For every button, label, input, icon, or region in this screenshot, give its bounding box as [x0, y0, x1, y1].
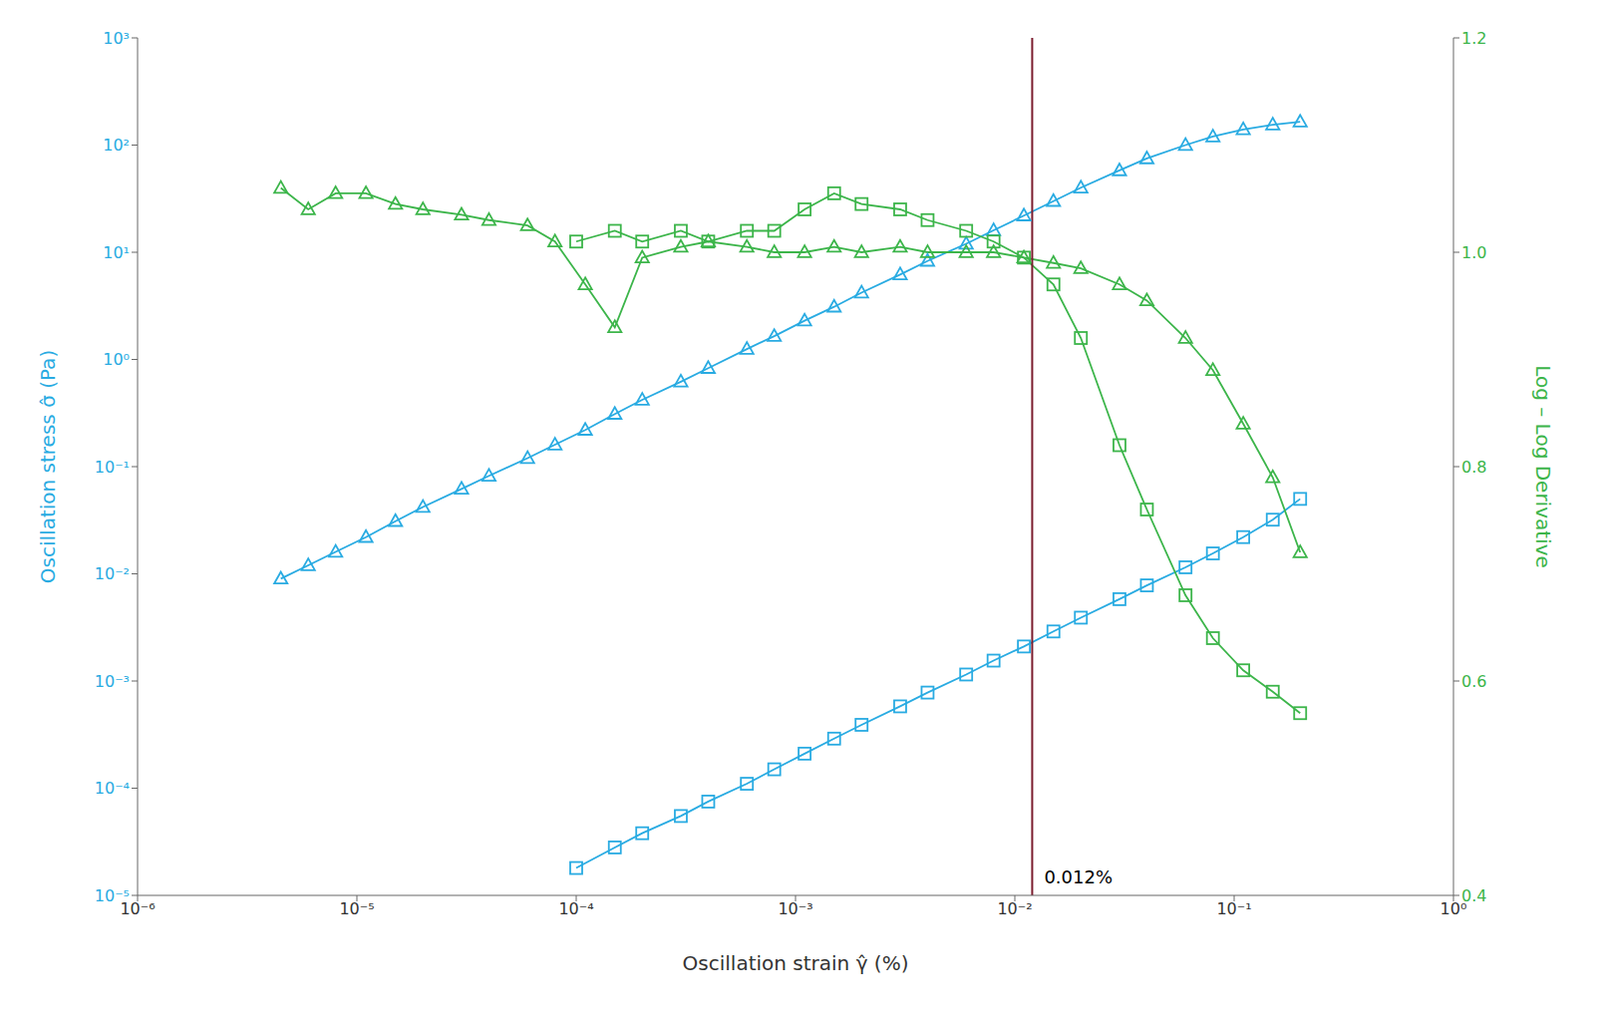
- svg-text:10²: 10²: [102, 135, 130, 155]
- svg-text:10⁰: 10⁰: [102, 349, 130, 369]
- svg-text:10⁻²: 10⁻²: [94, 564, 130, 584]
- svg-text:10⁻³: 10⁻³: [94, 671, 130, 691]
- svg-text:10³: 10³: [102, 28, 130, 48]
- svg-text:1.0: 1.0: [1461, 243, 1487, 263]
- svg-text:10⁻⁵: 10⁻⁵: [338, 899, 374, 919]
- svg-text:10⁻⁴: 10⁻⁴: [558, 899, 594, 919]
- svg-text:0.4: 0.4: [1461, 886, 1487, 906]
- svg-text:10⁻⁶: 10⁻⁶: [120, 899, 156, 919]
- svg-text:0.012%: 0.012%: [1043, 866, 1113, 888]
- svg-text:10⁻²: 10⁻²: [996, 899, 1032, 919]
- svg-text:10⁻¹: 10⁻¹: [94, 457, 130, 477]
- svg-text:10¹: 10¹: [102, 243, 130, 263]
- svg-text:10⁻⁵: 10⁻⁵: [94, 886, 130, 906]
- svg-text:10⁻³: 10⁻³: [777, 899, 813, 919]
- svg-text:1.2: 1.2: [1461, 28, 1487, 48]
- svg-text:Log – Log Derivative: Log – Log Derivative: [1531, 364, 1556, 569]
- svg-text:10⁰: 10⁰: [1440, 899, 1467, 919]
- svg-text:Oscillation stress σ̂ (Pa): Oscillation stress σ̂ (Pa): [35, 349, 60, 584]
- svg-text:0.8: 0.8: [1461, 457, 1487, 477]
- svg-text:10⁻⁴: 10⁻⁴: [94, 778, 130, 798]
- svg-text:10⁻¹: 10⁻¹: [1216, 899, 1252, 919]
- svg-text:0.6: 0.6: [1461, 671, 1487, 691]
- svg-text:Oscillation strain γ̂ (%): Oscillation strain γ̂ (%): [682, 951, 910, 975]
